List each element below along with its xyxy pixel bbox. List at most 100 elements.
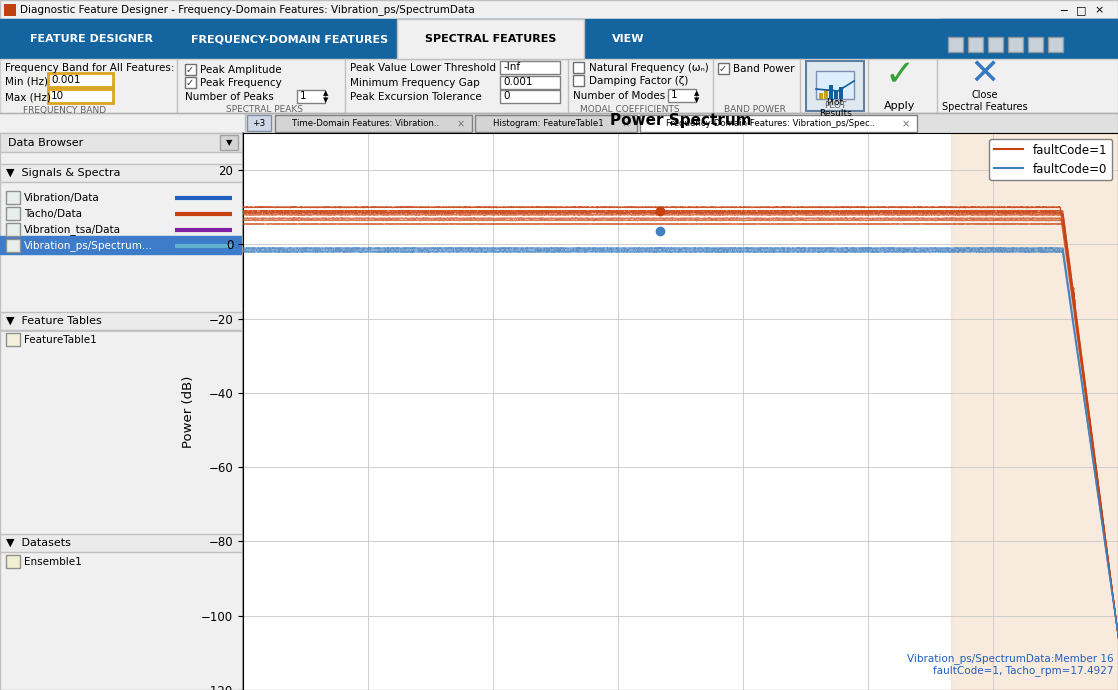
Text: ▼: ▼ (694, 97, 700, 103)
Text: Minimum Frequency Gap: Minimum Frequency Gap (350, 78, 480, 88)
Bar (6, 239, 20, 252)
Bar (1048, 37, 1063, 52)
Bar (6, 207, 20, 220)
Bar (838, 87, 843, 99)
Bar (824, 89, 828, 99)
Text: Natural Frequency (ωₙ): Natural Frequency (ωₙ) (589, 63, 709, 73)
Text: Peak Value Lower Threshold: Peak Value Lower Threshold (350, 63, 496, 73)
Text: ▼: ▼ (323, 97, 329, 103)
Text: ×: × (902, 119, 910, 129)
Bar (275, 115, 472, 132)
Text: ▲: ▲ (323, 90, 329, 96)
Bar (0, 534, 243, 552)
Y-axis label: Power (dB): Power (dB) (182, 375, 196, 448)
Text: MODAL COEFFICIENTS: MODAL COEFFICIENTS (580, 106, 680, 115)
Bar (574, 75, 584, 86)
Text: Tacho/Data: Tacho/Data (23, 209, 82, 219)
Bar (819, 93, 823, 99)
Text: ▲: ▲ (694, 90, 700, 96)
Text: 0.001: 0.001 (51, 75, 80, 85)
Text: FREQUENCY BAND: FREQUENCY BAND (23, 106, 106, 115)
Bar (0, 133, 243, 690)
Bar (500, 76, 560, 89)
Bar (0, 312, 243, 330)
Bar (968, 37, 983, 52)
Text: Number of Modes: Number of Modes (574, 91, 665, 101)
Bar (184, 77, 196, 88)
Text: Diagnostic Feature Designer - Frequency-Domain Features: Vibration_ps/SpectrumDa: Diagnostic Feature Designer - Frequency-… (20, 5, 475, 15)
Bar (243, 133, 1118, 690)
Bar (667, 89, 697, 102)
Text: ✕: ✕ (970, 58, 1001, 92)
Title: Power Spectrum: Power Spectrum (609, 112, 751, 128)
Text: ▼: ▼ (226, 139, 233, 148)
Bar (0, 19, 1118, 59)
Text: Data Browser: Data Browser (8, 138, 83, 148)
Bar (718, 63, 729, 74)
Bar (639, 115, 917, 132)
Text: Vibration_ps/SpectrumData:Member 16
faultCode=1, Tacho_rpm=17.4927: Vibration_ps/SpectrumData:Member 16 faul… (907, 653, 1114, 676)
Bar (951, 133, 1118, 690)
Text: 0.001: 0.001 (503, 77, 532, 87)
Bar (475, 115, 637, 132)
Bar (830, 85, 833, 99)
Text: Plot
Results: Plot Results (818, 98, 852, 118)
Text: Apply: Apply (884, 101, 916, 111)
Text: ✓: ✓ (186, 78, 195, 88)
Text: Vibration_ps/Spectrum...: Vibration_ps/Spectrum... (23, 241, 153, 251)
Bar (0, 133, 243, 152)
Text: Band Power: Band Power (733, 64, 795, 74)
Text: PLOT: PLOT (824, 101, 846, 110)
Bar (247, 115, 271, 131)
Bar (6, 191, 20, 204)
Text: FeatureTable1: FeatureTable1 (23, 335, 97, 345)
Bar (1008, 37, 1023, 52)
Text: 10: 10 (51, 91, 64, 101)
Bar (1027, 37, 1043, 52)
Text: FREQUENCY-DOMAIN FEATURES: FREQUENCY-DOMAIN FEATURES (191, 34, 389, 44)
Text: Peak Amplitude: Peak Amplitude (200, 65, 282, 75)
Legend: faultCode=1, faultCode=0: faultCode=1, faultCode=0 (989, 139, 1112, 180)
Bar (6, 333, 20, 346)
Bar (0, 236, 243, 254)
Bar (806, 61, 864, 111)
Bar (297, 90, 325, 103)
Text: 0: 0 (503, 91, 510, 101)
Text: ×: × (457, 119, 465, 129)
Text: Close
Spectral Features: Close Spectral Features (942, 90, 1027, 112)
Text: FEATURE DESIGNER: FEATURE DESIGNER (30, 34, 153, 44)
Text: ▼  Feature Tables: ▼ Feature Tables (6, 316, 102, 326)
Text: ✓: ✓ (719, 64, 727, 74)
Text: Number of Peaks: Number of Peaks (184, 92, 274, 102)
Bar (4, 4, 16, 16)
Text: SPECTRAL FEATURES: SPECTRAL FEATURES (425, 34, 556, 44)
Bar (0, 59, 1118, 113)
Text: Peak Frequency: Peak Frequency (200, 78, 282, 88)
Bar (184, 64, 196, 75)
Text: ✓: ✓ (884, 58, 916, 92)
Text: ▼  Signals & Spectra: ▼ Signals & Spectra (6, 168, 121, 178)
Text: Frequency Band for All Features:: Frequency Band for All Features: (4, 63, 174, 73)
Text: ─: ─ (1060, 5, 1067, 15)
Text: VIEW: VIEW (612, 34, 644, 44)
Text: Frequency-Domain Features: Vibration_ps/Spec..: Frequency-Domain Features: Vibration_ps/… (666, 119, 875, 128)
Bar (574, 62, 584, 73)
Text: ×: × (1095, 5, 1103, 15)
Bar (6, 555, 20, 568)
Bar (397, 19, 584, 59)
Text: Max (Hz): Max (Hz) (4, 92, 51, 102)
Text: Ensemble1: Ensemble1 (23, 557, 82, 567)
Text: ▼  Datasets: ▼ Datasets (6, 538, 70, 548)
Bar (988, 37, 1003, 52)
Bar (940, 19, 1118, 59)
Bar (6, 223, 20, 236)
Text: ✓: ✓ (186, 65, 195, 75)
Bar (220, 135, 238, 150)
Text: Histogram: FeatureTable1: Histogram: FeatureTable1 (493, 119, 604, 128)
Text: Vibration_tsa/Data: Vibration_tsa/Data (23, 224, 121, 235)
Bar (500, 90, 560, 103)
Text: SPECTRAL PEAKS: SPECTRAL PEAKS (227, 106, 303, 115)
Bar (0, 330, 243, 332)
Text: 1: 1 (671, 90, 678, 100)
Text: Time-Domain Features: Vibration..: Time-Domain Features: Vibration.. (292, 119, 439, 128)
